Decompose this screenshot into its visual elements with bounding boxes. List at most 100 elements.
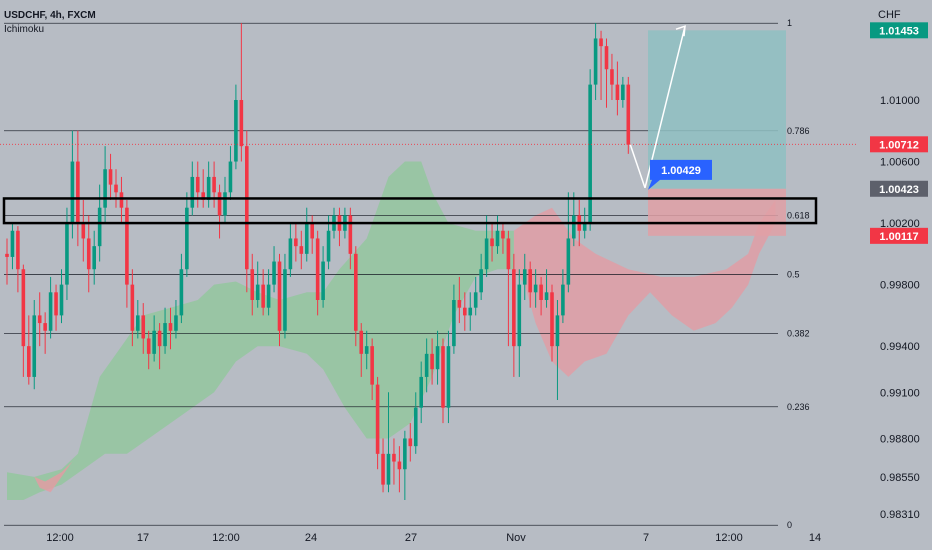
candle-body <box>430 353 434 370</box>
candle-body <box>108 169 113 185</box>
candle-body <box>403 438 407 470</box>
candle-body <box>157 330 162 347</box>
y-axis-tick-label: 0.98550 <box>880 472 920 484</box>
candle-body <box>206 176 211 200</box>
ichimoku-cloud-bullish <box>7 161 514 500</box>
candle-body <box>250 269 255 300</box>
y-axis-tick-label: 0.98310 <box>880 509 920 521</box>
candle-body <box>163 323 167 347</box>
symbol-title: USDCHF, 4h, FXCM <box>4 10 96 21</box>
candle-body <box>413 407 418 447</box>
candle-body <box>512 269 516 347</box>
candle-body <box>76 161 80 224</box>
candle-body <box>245 146 249 270</box>
candle-body <box>223 192 227 216</box>
candle-body <box>32 315 37 377</box>
candle-body <box>555 315 560 347</box>
candle-body <box>10 230 15 257</box>
y-axis-currency: CHF <box>878 9 901 21</box>
price-tag-bg <box>870 136 928 153</box>
candle-body <box>522 269 527 285</box>
candle-body <box>533 284 538 293</box>
candle-body <box>517 284 522 347</box>
x-axis-tick-label: 17 <box>137 532 149 544</box>
candle-body <box>43 323 47 331</box>
candle-body <box>582 223 587 231</box>
candle-body <box>370 346 374 385</box>
candle-body <box>97 207 102 247</box>
x-axis-tick-label: 12:00 <box>46 532 74 544</box>
candle-body <box>168 323 173 331</box>
price-tag-label: 1.01453 <box>879 25 919 37</box>
candle-body <box>626 84 631 145</box>
price-tag-label: 1.00117 <box>879 231 918 243</box>
candle-body <box>266 284 271 308</box>
candle-body <box>201 192 205 200</box>
fib-level-label: 1 <box>787 18 792 28</box>
projection-line-down <box>629 144 646 189</box>
x-axis-tick-label: Nov <box>506 532 526 544</box>
candle-body <box>468 307 473 316</box>
y-axis-tick-label: 1.00200 <box>880 218 920 230</box>
candle-body <box>588 84 592 224</box>
candle-body <box>441 346 445 408</box>
y-axis-tick-label: 0.99400 <box>880 341 920 353</box>
candle-body <box>114 184 118 193</box>
candle-body <box>21 269 26 347</box>
x-axis-tick-label: 12:00 <box>715 532 743 544</box>
candle-body <box>48 292 53 331</box>
candle-body <box>375 384 380 454</box>
candle-body <box>604 46 609 70</box>
candle-body <box>190 176 195 208</box>
candle-body <box>446 346 451 408</box>
x-axis-tick-label: 7 <box>643 532 649 544</box>
candle-body <box>27 346 31 377</box>
candle-body <box>386 453 391 485</box>
fib-level-label: 0.618 <box>787 210 810 220</box>
candle-body <box>457 300 462 308</box>
y-axis-tick-label: 0.98800 <box>880 433 920 445</box>
candle-body <box>86 238 91 270</box>
candle-body <box>566 238 571 285</box>
candle-body <box>152 330 156 354</box>
candle-body <box>217 192 222 216</box>
candle-body <box>304 223 309 254</box>
candle-body <box>212 176 216 193</box>
y-axis-tick-label: 0.99800 <box>880 280 920 292</box>
x-axis-tick-label: 24 <box>305 532 317 544</box>
candle-body <box>283 269 287 331</box>
candle-body <box>484 238 489 270</box>
candle-body <box>261 284 265 308</box>
candle-body <box>288 238 293 270</box>
candle-body <box>136 315 140 331</box>
candle-body <box>354 253 358 331</box>
candle-body <box>195 176 200 193</box>
candle-body <box>610 69 614 85</box>
candle-body <box>381 453 385 485</box>
candle-body <box>185 207 189 270</box>
candle-body <box>234 100 238 162</box>
candle-body <box>65 223 69 285</box>
candle-body <box>174 315 178 331</box>
candle-body <box>294 238 298 247</box>
candle-body <box>92 246 96 270</box>
price-callout-box <box>648 159 712 190</box>
ichimoku-cloud-bearish-left <box>34 461 73 493</box>
candle-body <box>364 346 369 354</box>
candle-body <box>392 453 396 462</box>
y-axis-tick-label: 0.99100 <box>880 387 920 399</box>
candle-body <box>119 192 124 208</box>
candle-body <box>495 230 500 247</box>
candle-body <box>419 376 423 408</box>
candle-body <box>550 292 554 347</box>
candle-body <box>299 246 304 254</box>
candle-body <box>59 284 64 316</box>
support-zone-box <box>2 197 818 225</box>
candle-body <box>593 38 598 85</box>
candle-body <box>81 223 86 239</box>
candle-body <box>321 261 325 300</box>
candle-body <box>348 215 353 254</box>
x-axis-tick-label: 12:00 <box>212 532 240 544</box>
